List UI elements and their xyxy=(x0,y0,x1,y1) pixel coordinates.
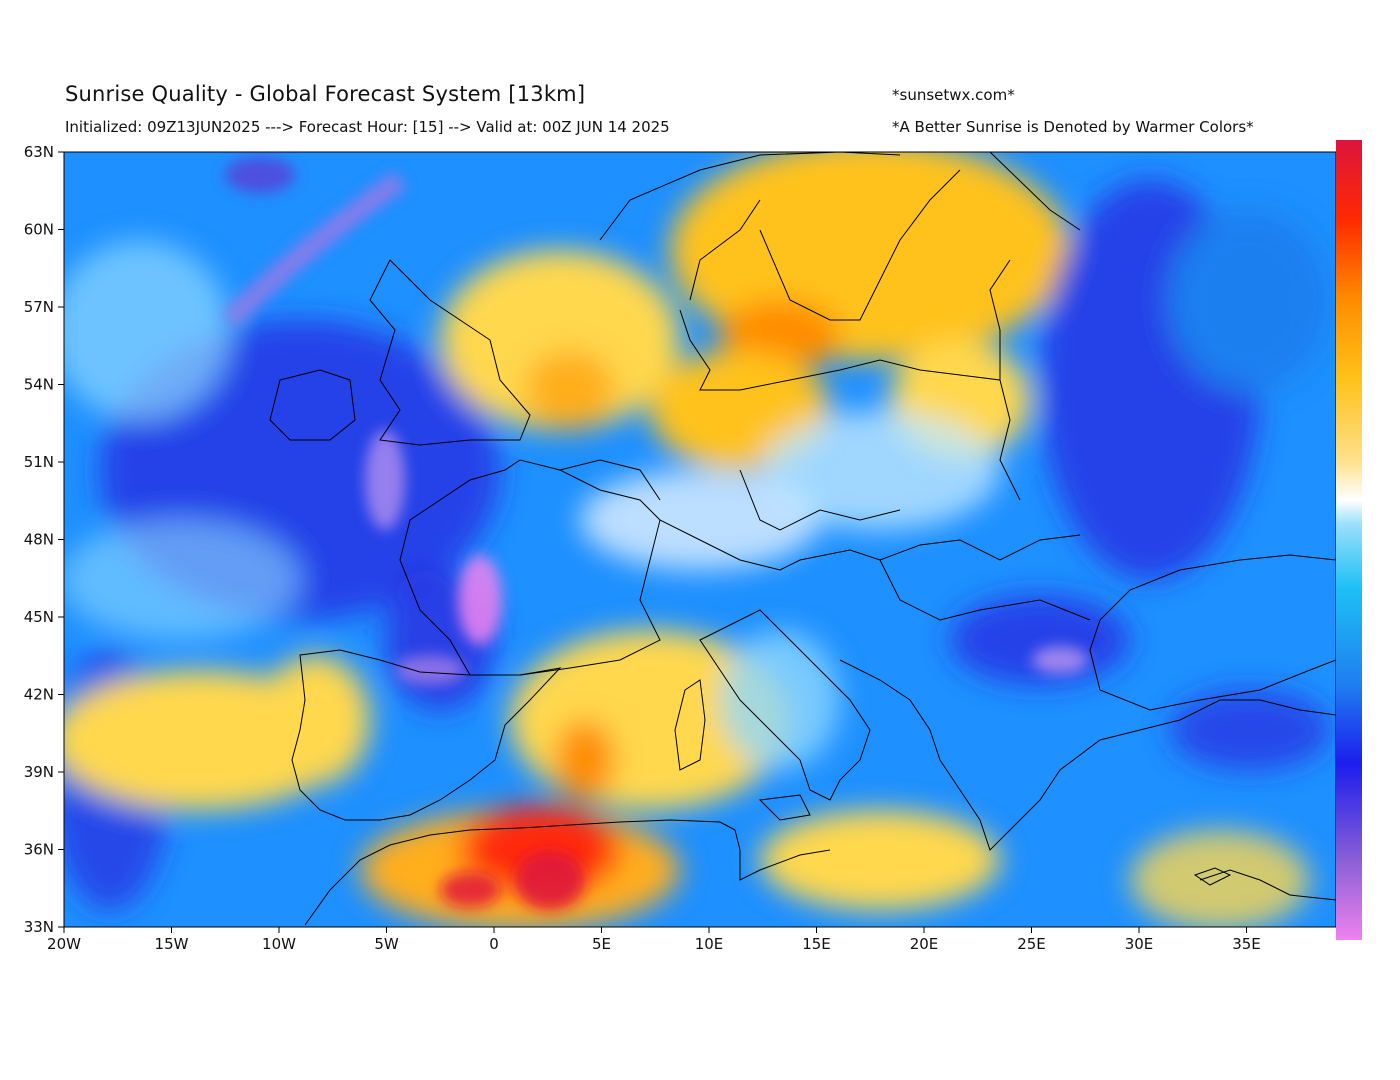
lon-tick-label: 15W xyxy=(155,935,189,953)
chart-title: Sunrise Quality - Global Forecast System… xyxy=(65,82,586,106)
lat-tick-label: 60N xyxy=(24,221,54,239)
lon-tick-label: 30E xyxy=(1125,935,1154,953)
lon-tick-label: 20W xyxy=(47,935,81,953)
lon-tick-label: 5W xyxy=(374,935,399,953)
lon-tick-label: 0 xyxy=(489,935,499,953)
lat-tick-label: 57N xyxy=(24,298,54,316)
lon-tick-label: 15E xyxy=(802,935,831,953)
lat-tick-label: 39N xyxy=(24,763,54,781)
forecast-subtitle: Initialized: 09Z13JUN2025 ---> Forecast … xyxy=(65,118,670,136)
latitude-axis: 63N 60N 57N 54N 51N 48N 45N 42N 39N 36N 33N xyxy=(24,143,64,936)
lon-tick-label: 5E xyxy=(592,935,611,953)
lat-tick-label: 63N xyxy=(24,143,54,161)
color-note: *A Better Sunrise is Denoted by Warmer C… xyxy=(892,118,1254,136)
colorbar xyxy=(1336,140,1362,940)
lat-tick-label: 33N xyxy=(24,918,54,936)
lat-tick-label: 42N xyxy=(24,686,54,704)
lon-tick-label: 35E xyxy=(1232,935,1261,953)
lon-tick-label: 25E xyxy=(1017,935,1046,953)
lon-tick-label: 10W xyxy=(262,935,296,953)
lat-tick-label: 45N xyxy=(24,608,54,626)
coastlines xyxy=(269,152,1336,926)
color-field xyxy=(64,152,1336,927)
lon-tick-label: 10E xyxy=(695,935,724,953)
lat-tick-label: 51N xyxy=(24,453,54,471)
longitude-axis: 20W 15W 10W 5W 0 5E 10E 15E 20E 25E 30E 35E xyxy=(47,927,1261,953)
site-credit: *sunsetwx.com* xyxy=(892,86,1015,104)
lat-tick-label: 54N xyxy=(24,376,54,394)
lat-tick-label: 36N xyxy=(24,841,54,859)
lon-tick-label: 20E xyxy=(910,935,939,953)
lat-tick-label: 48N xyxy=(24,531,54,549)
